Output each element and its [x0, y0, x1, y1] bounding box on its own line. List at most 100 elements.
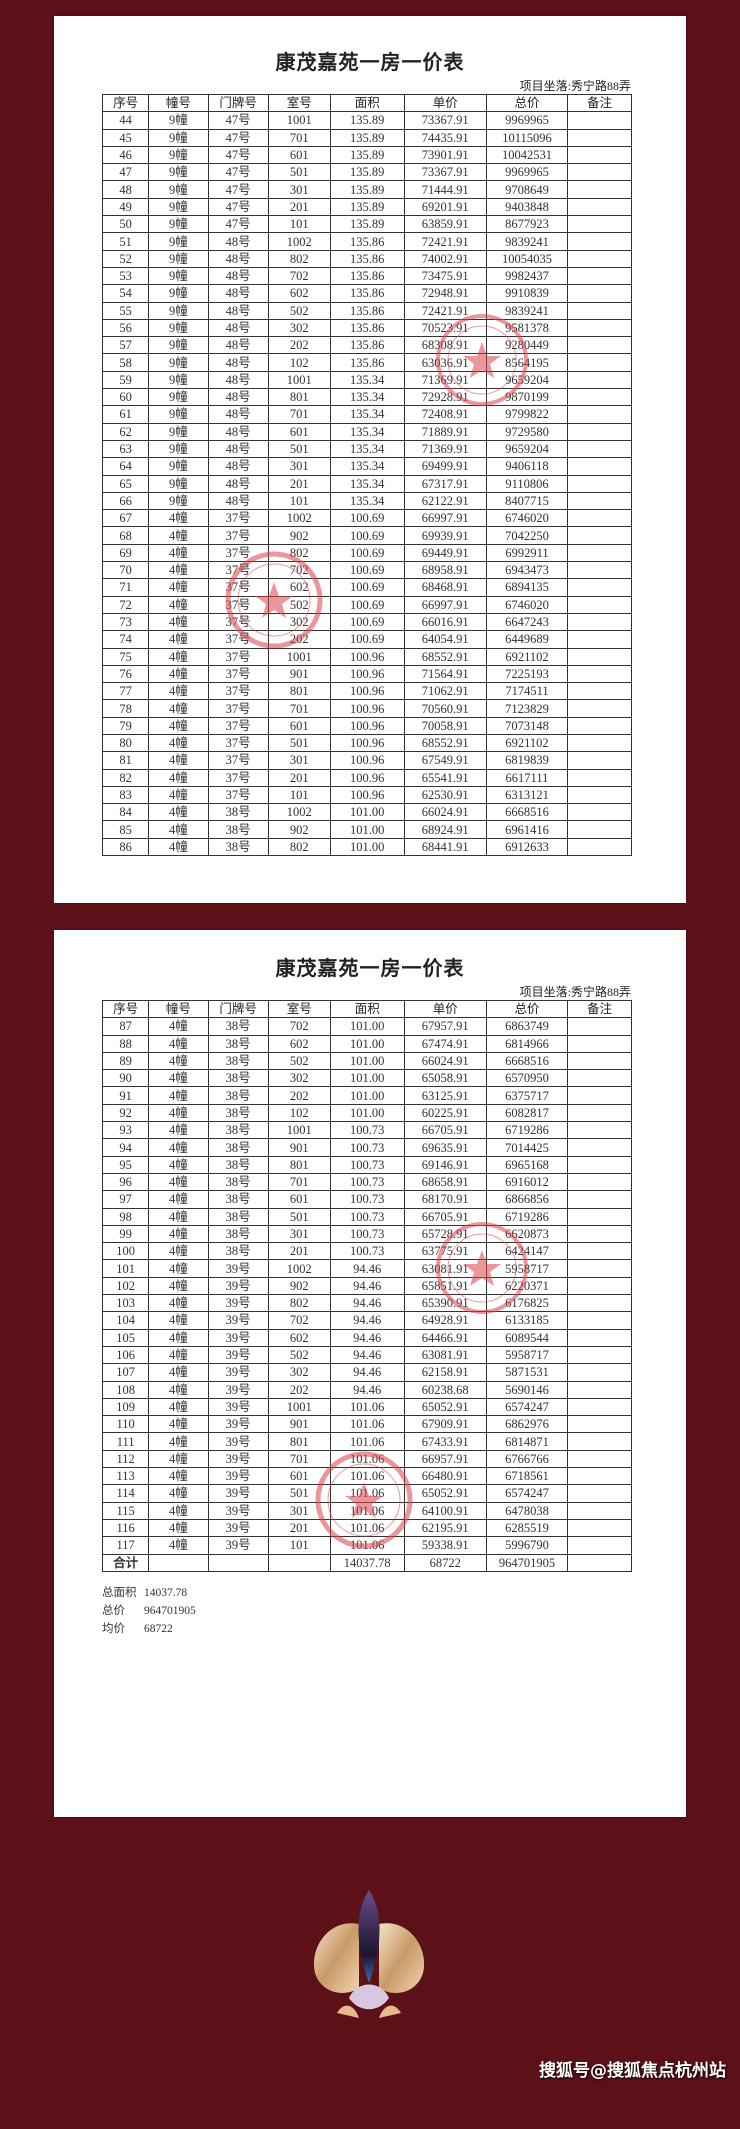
table-cell: 39号	[207, 1467, 269, 1486]
table-cell: 601	[267, 1467, 331, 1486]
table-cell: 47号	[207, 180, 269, 199]
table-cell: 100.96	[329, 647, 405, 666]
table-cell: 6921102	[485, 647, 569, 666]
total-cell	[148, 1553, 209, 1572]
table-cell: 135.34	[329, 422, 405, 441]
table-cell: 46	[101, 145, 150, 165]
table-cell: 48号	[207, 266, 269, 286]
table-cell: 37号	[207, 630, 269, 649]
table-cell: 135.86	[329, 232, 405, 251]
table-cell: 37号	[207, 612, 269, 632]
table-row: 76 4幢 37号 901 100.96 71564.91 7225193	[101, 664, 632, 684]
table-cell: 6814966	[485, 1034, 569, 1053]
table-cell: 5690146	[485, 1380, 569, 1399]
table-cell: 4幢	[148, 1086, 209, 1105]
table-cell: 68958.91	[403, 561, 487, 580]
table-cell: 85	[101, 820, 150, 839]
table-cell: 65390.91	[403, 1294, 487, 1313]
table-cell: 37号	[207, 733, 269, 753]
table-cell: 38号	[207, 1103, 269, 1123]
table-cell: 5871531	[485, 1363, 569, 1382]
table-row: 68 4幢 37号 902 100.69 69939.91 7042250	[101, 526, 632, 545]
table-cell: 901	[267, 1415, 331, 1434]
table-cell: 9幢	[148, 215, 209, 234]
table-cell: 37号	[207, 682, 269, 701]
table-cell: 96	[101, 1172, 150, 1192]
table-cell: 69	[101, 543, 150, 563]
table-cell: 4幢	[148, 1069, 209, 1088]
table-cell	[567, 457, 632, 476]
table-cell: 39号	[207, 1415, 269, 1434]
table-row: 92 4幢 38号 102 101.00 60225.91 6082817	[101, 1103, 632, 1123]
table-cell: 104	[101, 1311, 150, 1330]
table-cell: 9581378	[485, 318, 569, 338]
table-cell	[567, 612, 632, 632]
table-cell: 701	[267, 128, 331, 147]
table-cell	[567, 1069, 632, 1088]
table-cell: 66024.91	[403, 803, 487, 822]
table-cell: 6220371	[485, 1276, 569, 1296]
table-row: 87 4幢 38号 702 101.00 67957.91 6863749	[101, 1017, 632, 1036]
table-cell: 39号	[207, 1397, 269, 1417]
table-cell: 6863749	[485, 1017, 569, 1036]
table-row: 60 9幢 48号 801 135.34 72928.91 9870199	[101, 388, 632, 407]
summary-total-price: 总价 964701905	[102, 1604, 196, 1617]
table-cell: 9幢	[148, 370, 209, 390]
table-cell: 74002.91	[403, 249, 487, 268]
table-cell: 9729580	[485, 422, 569, 441]
table-cell: 6718561	[485, 1467, 569, 1486]
table-cell: 37号	[207, 768, 269, 787]
table-cell: 39号	[207, 1328, 269, 1347]
table-row: 98 4幢 38号 501 100.73 66705.91 6719286	[101, 1207, 632, 1226]
table-cell: 502	[267, 1051, 331, 1071]
table-cell	[567, 1345, 632, 1365]
table-cell	[567, 1536, 632, 1555]
table-cell: 39号	[207, 1536, 269, 1555]
table-cell: 202	[267, 336, 331, 355]
table-cell: 101.00	[329, 1051, 405, 1071]
table-cell: 6478038	[485, 1501, 569, 1520]
table-cell: 6449689	[485, 630, 569, 649]
table-cell: 63081.91	[403, 1345, 487, 1365]
table-cell	[567, 197, 632, 217]
table-cell: 48号	[207, 422, 269, 441]
table-cell: 53	[101, 266, 150, 286]
table-cell: 4幢	[148, 820, 209, 839]
table-cell: 65541.91	[403, 768, 487, 787]
table-cell: 38号	[207, 1207, 269, 1226]
table-cell: 9幢	[148, 491, 209, 511]
table-cell: 48号	[207, 405, 269, 424]
table-cell: 601	[267, 1190, 331, 1209]
table-cell	[567, 145, 632, 165]
table-cell	[567, 474, 632, 493]
table-cell	[567, 1259, 632, 1278]
table-cell	[567, 1328, 632, 1347]
table-cell: 4幢	[148, 1397, 209, 1417]
table-cell: 301	[267, 180, 331, 199]
table-cell: 69635.91	[403, 1138, 487, 1157]
table-cell: 73367.91	[403, 163, 487, 182]
table-cell: 502	[267, 301, 331, 320]
column-header: 序号	[101, 93, 150, 113]
table-cell: 6921102	[485, 733, 569, 753]
table-row: 110 4幢 39号 901 101.06 67909.91 6862976	[101, 1415, 632, 1434]
table-cell	[567, 837, 632, 857]
table-cell: 89	[101, 1051, 150, 1071]
table-cell: 76	[101, 664, 150, 684]
table-cell	[567, 820, 632, 839]
table-cell: 135.89	[329, 128, 405, 147]
table-cell: 97	[101, 1190, 150, 1209]
table-cell: 4幢	[148, 716, 209, 735]
table-cell: 68552.91	[403, 647, 487, 666]
table-cell: 902	[267, 526, 331, 545]
table-cell: 72421.91	[403, 232, 487, 251]
column-header: 单价	[403, 93, 487, 113]
table-row: 45 9幢 47号 701 135.89 74435.91 10115096	[101, 128, 632, 147]
table-cell: 4幢	[148, 1172, 209, 1192]
table-row: 46 9幢 47号 601 135.89 73901.91 10042531	[101, 145, 632, 165]
table-cell: 9幢	[148, 249, 209, 268]
table-cell: 94.46	[329, 1345, 405, 1365]
table-cell: 84	[101, 803, 150, 822]
table-cell: 101.00	[329, 803, 405, 822]
table-cell: 9幢	[148, 111, 209, 130]
